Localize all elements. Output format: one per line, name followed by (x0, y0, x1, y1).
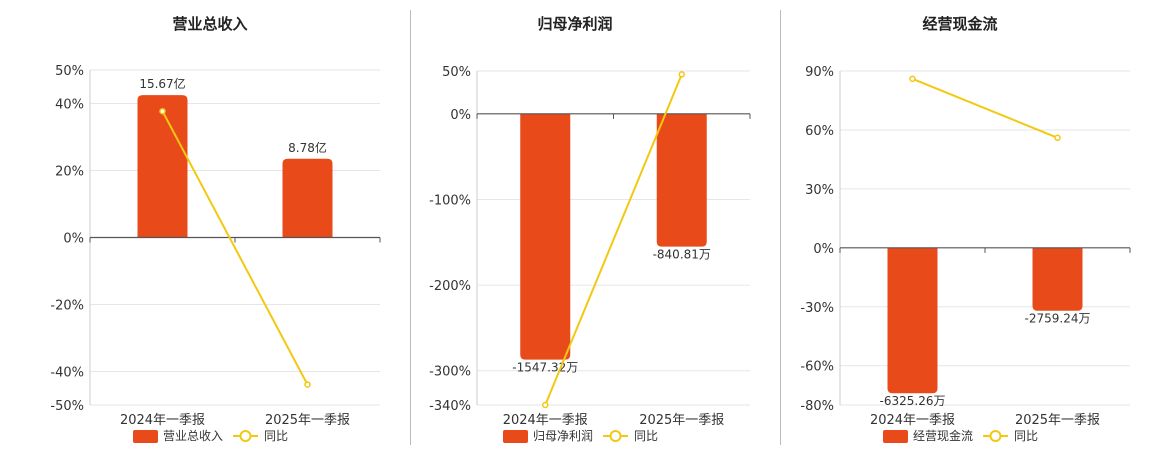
yoy-point (304, 381, 311, 388)
y-tick-label: 60% (805, 124, 834, 139)
y-tick-label: -80% (800, 399, 834, 414)
y-tick-label: -50% (50, 399, 84, 414)
x-category-label: 2024年一季报 (870, 413, 955, 428)
bar (282, 158, 333, 238)
revenue-chart: 营业总收入 50% 40% 20% 0% -20% -40% -50% 15.67亿 8.78亿 2… (50, 15, 381, 443)
y-tick-label: 0% (63, 232, 84, 247)
cash-flow-chart: 经营现金流 90% 60% 30% 0% -30% -60% -80% -6325.26万 -27… (800, 15, 1131, 443)
bar (887, 247, 938, 394)
y-tick-label: -60% (800, 360, 834, 375)
y-tick-label: 90% (805, 65, 834, 80)
chart-panel-net-profit: 归母净利润 50% 0% -100% -200% -300% -340% -1547.32万 -… (411, 0, 780, 450)
y-tick-label: 20% (55, 165, 84, 180)
bar (1032, 247, 1083, 311)
legend-line-marker (609, 430, 622, 442)
panel-divider (780, 10, 781, 445)
x-category-label: 2025年一季报 (639, 413, 724, 428)
legend-line-label: 同比 (1014, 429, 1038, 443)
chart-title: 营业总收入 (172, 15, 247, 33)
legend-bar-label: 营业总收入 (163, 429, 223, 443)
x-category-label: 2025年一季报 (265, 413, 350, 428)
bar-value-label: -840.81万 (653, 248, 711, 262)
legend-bar-swatch (133, 430, 158, 443)
y-tick-label: 30% (805, 183, 834, 198)
yoy-point (678, 71, 685, 78)
chart-title: 经营现金流 (922, 15, 997, 33)
bar-value-label: -6325.26万 (880, 394, 946, 408)
y-tick-label: -300% (429, 365, 471, 380)
panel-divider (410, 10, 411, 445)
x-category-label: 2024年一季报 (503, 413, 588, 428)
bar-value-label: -1547.32万 (512, 361, 578, 375)
y-tick-label: 0% (813, 242, 834, 257)
legend-bar-label: 归母净利润 (533, 429, 593, 443)
yoy-line (912, 77, 1058, 139)
y-tick-label: -340% (429, 399, 471, 414)
y-tick-label: -20% (50, 299, 84, 314)
y-tick-label: 50% (442, 65, 471, 80)
bar (656, 113, 707, 247)
legend-line-label: 同比 (264, 429, 288, 443)
yoy-point (159, 107, 166, 115)
legend-line-marker (989, 430, 1002, 442)
legend-line-marker (239, 430, 252, 442)
yoy-line (544, 74, 683, 406)
y-tick-label: 50% (55, 64, 84, 79)
yoy-point (1054, 134, 1061, 142)
x-category-label: 2024年一季报 (120, 413, 205, 428)
y-tick-label: 0% (450, 108, 471, 123)
y-tick-label: -200% (429, 279, 471, 294)
y-tick-label: -40% (50, 366, 84, 381)
x-category-label: 2025年一季报 (1015, 413, 1100, 428)
chart-panel-revenue: 营业总收入 50% 40% 20% 0% -20% -40% -50% 15.67亿 8.78亿 2… (0, 0, 410, 450)
yoy-line (161, 110, 309, 386)
bar-value-label: 8.78亿 (288, 140, 327, 155)
chart-panel-cash-flow: 经营现金流 90% 60% 30% 0% -30% -60% -80% -6325.26万 -27… (781, 0, 1160, 450)
y-tick-label: -100% (429, 193, 471, 208)
legend-bar-label: 经营现金流 (913, 428, 973, 443)
bar-value-label: -2759.24万 (1025, 312, 1091, 326)
yoy-point (909, 75, 916, 83)
net-profit-chart: 归母净利润 50% 0% -100% -200% -300% -340% -1547.32万 -… (429, 15, 751, 443)
bar-value-label: 15.67亿 (139, 76, 185, 91)
legend-bar-swatch (883, 430, 908, 443)
bar (520, 113, 571, 360)
legend-bar-swatch (503, 430, 528, 443)
y-tick-label: -30% (800, 301, 834, 316)
legend-line-label: 同比 (634, 429, 658, 443)
y-tick-label: 40% (55, 98, 84, 113)
chart-title: 归母净利润 (537, 15, 612, 33)
bar (137, 95, 188, 238)
yoy-point (542, 401, 549, 409)
